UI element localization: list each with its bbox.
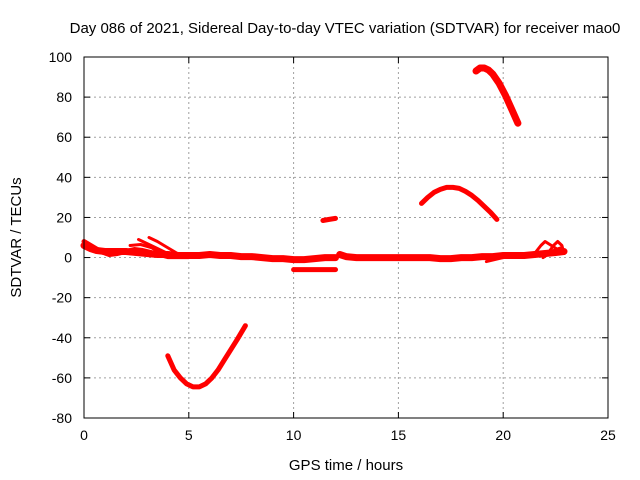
series-baseline-d [484, 254, 522, 264]
y-tick-label: -60 [52, 370, 72, 386]
chart-title: Day 086 of 2021, Sidereal Day-to-day VTE… [70, 20, 621, 37]
x-tick-label: 0 [80, 427, 88, 443]
x-tick-label: 25 [600, 427, 616, 443]
y-tick-label: -40 [52, 330, 72, 346]
series-fan-b [147, 236, 184, 259]
series-baseline-c [336, 248, 568, 263]
axis-ticks: 0 5 10 15 20 25 -80 -60 -40 -20 0 20 40 60 80 100 [49, 49, 616, 443]
y-tick-label: -20 [52, 290, 72, 306]
y-tick-label: 100 [49, 49, 73, 65]
series-arc-dip [165, 323, 248, 390]
series-fan-a [137, 238, 174, 257]
y-tick-label: 80 [56, 89, 72, 105]
plot-frame [83, 56, 609, 419]
x-tick-label: 10 [286, 427, 302, 443]
series-baseline-b [81, 239, 192, 260]
x-axis-label: GPS time / hours [289, 457, 403, 474]
y-axis-label: SDTVAR / TECUs [8, 177, 25, 297]
y-tick-label: 0 [64, 250, 72, 266]
y-tick-label: 40 [56, 169, 72, 185]
series-arc-top [472, 64, 522, 127]
x-tick-label: 20 [495, 427, 511, 443]
y-tick-label: 60 [56, 129, 72, 145]
x-tick-label: 15 [391, 427, 407, 443]
y-tick-label: -80 [52, 410, 72, 426]
y-tick-label: 20 [56, 209, 72, 225]
series-spike-c [541, 246, 564, 260]
series-fan-c [128, 243, 164, 255]
series-group [80, 64, 568, 390]
grid [84, 57, 608, 418]
x-tick-label: 5 [185, 427, 193, 443]
series-arc-mid [419, 184, 500, 222]
series-short-positive [320, 215, 338, 223]
